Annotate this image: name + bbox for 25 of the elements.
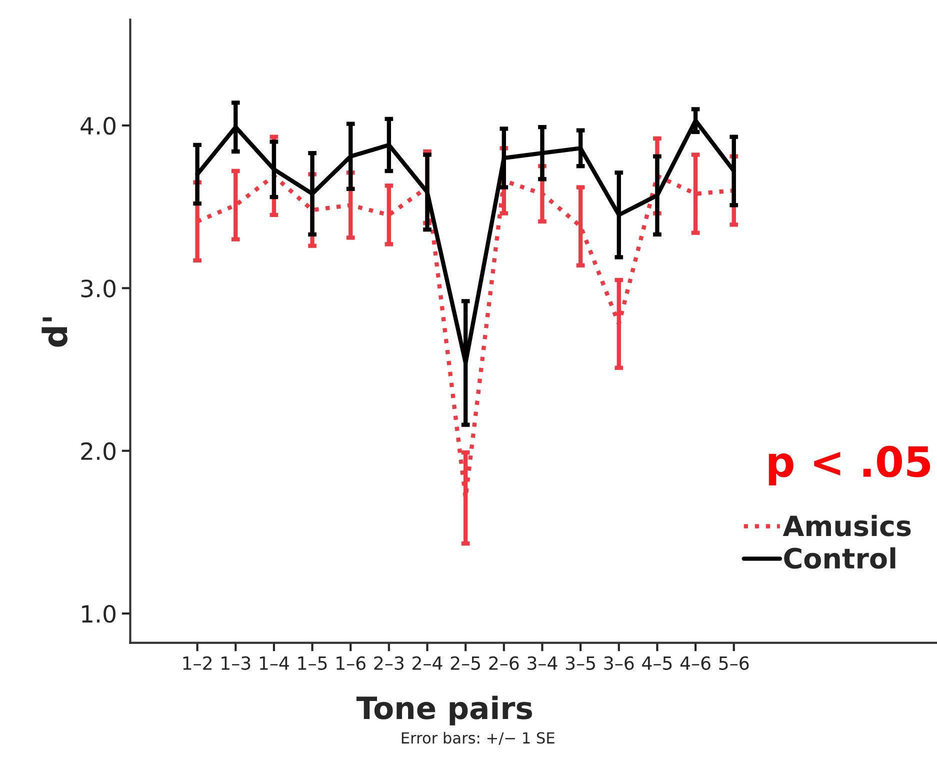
x-tick-label: 3–4 <box>528 656 558 670</box>
x-tick-label: 4–6 <box>680 656 710 670</box>
x-tick-label: 4–5 <box>642 656 672 670</box>
x-tick-label: 1–6 <box>336 656 366 670</box>
x-tick-label: 1–2 <box>183 656 212 670</box>
x-tick-label: 3–6 <box>604 656 634 670</box>
x-tick-label: 1–3 <box>222 656 250 670</box>
x-tick-label: 5–6 <box>719 656 749 670</box>
y-tick-label: 4.0 <box>80 116 116 135</box>
legend-label: Control <box>784 547 896 569</box>
y-tick-label: 1.0 <box>82 604 116 623</box>
x-axis-title: Tone pairs <box>356 696 532 726</box>
x-tick-label: 2–4 <box>412 656 442 670</box>
x-tick-label: 1–4 <box>260 656 289 670</box>
y-tick-label: 2.0 <box>81 442 116 460</box>
text: Error bars: +/− 1 SE <box>402 732 554 745</box>
y-axis-title: d' <box>42 317 68 347</box>
text: p < .05 <box>768 446 930 486</box>
x-tick-label: 1–5 <box>298 656 327 670</box>
x-tick-label: 2–3 <box>374 656 404 670</box>
y-tick-label: 3.0 <box>81 280 116 298</box>
legend-label: Amusics <box>782 514 911 536</box>
x-tick-label: 3–5 <box>566 656 595 670</box>
x-tick-label: 2–6 <box>489 656 519 670</box>
x-tick-label: 2–5 <box>450 656 480 670</box>
